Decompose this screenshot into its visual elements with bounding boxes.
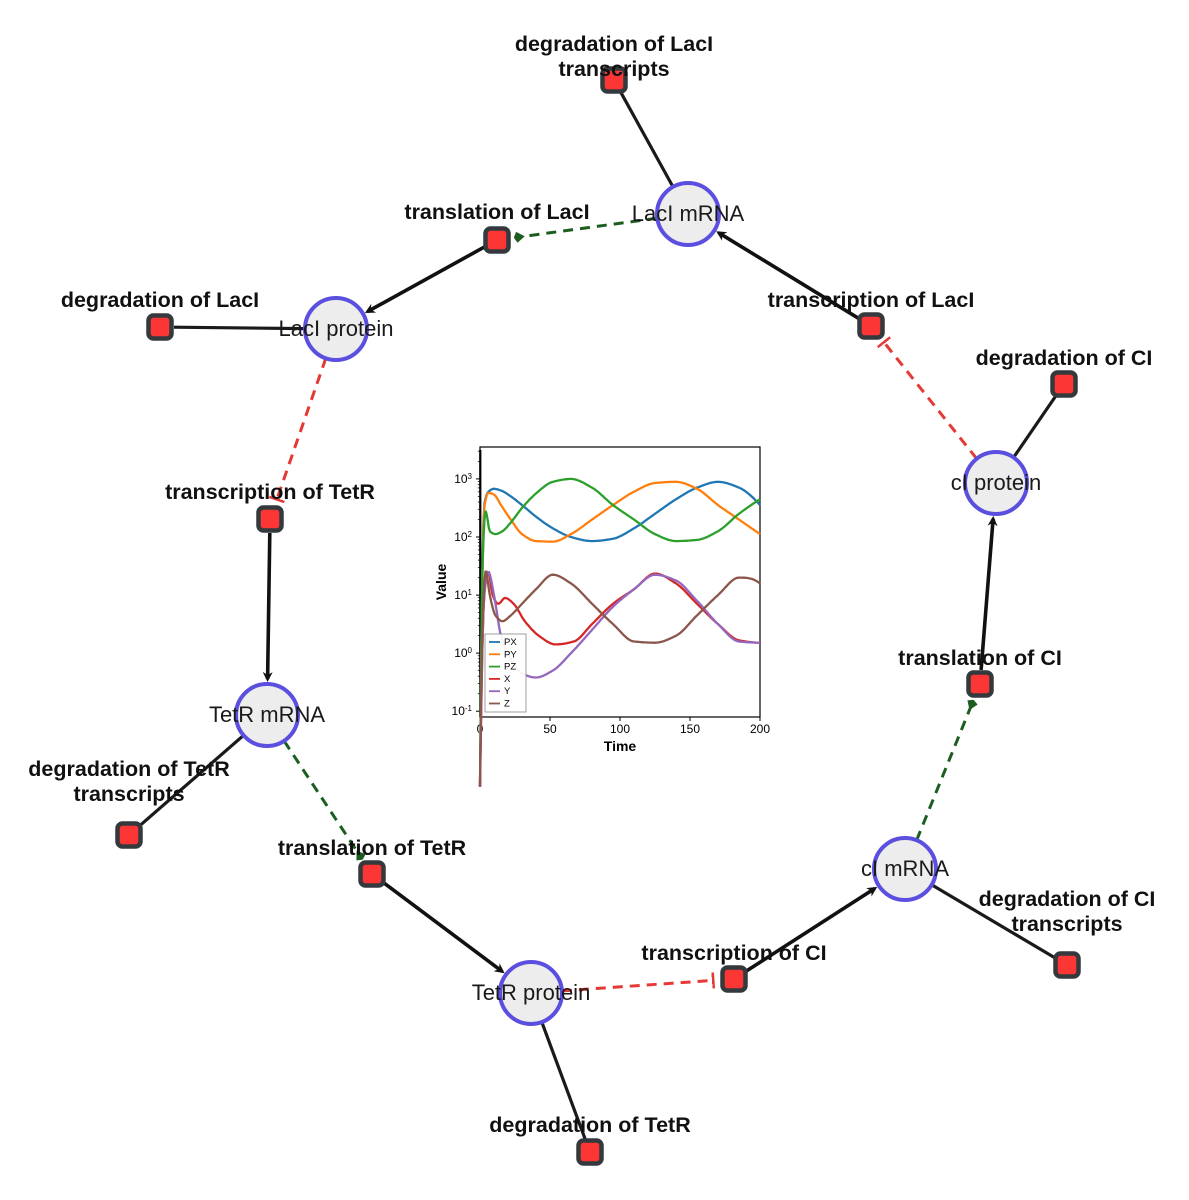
svg-text:PY: PY	[504, 649, 517, 660]
svg-text:101: 101	[454, 588, 472, 603]
svg-text:Value: Value	[433, 564, 449, 601]
svg-text:102: 102	[454, 530, 472, 545]
svg-text:Y: Y	[504, 686, 511, 697]
svg-text:Time: Time	[604, 738, 637, 754]
svg-text:100: 100	[610, 722, 630, 736]
svg-text:PZ: PZ	[504, 662, 516, 673]
svg-text:10-1: 10-1	[452, 704, 473, 719]
svg-text:150: 150	[680, 722, 700, 736]
svg-text:X: X	[504, 674, 511, 685]
svg-text:103: 103	[454, 471, 472, 486]
svg-text:100: 100	[454, 646, 472, 661]
svg-text:Z: Z	[504, 699, 510, 710]
svg-text:PX: PX	[504, 637, 517, 648]
svg-text:200: 200	[750, 722, 770, 736]
svg-text:50: 50	[543, 722, 557, 736]
